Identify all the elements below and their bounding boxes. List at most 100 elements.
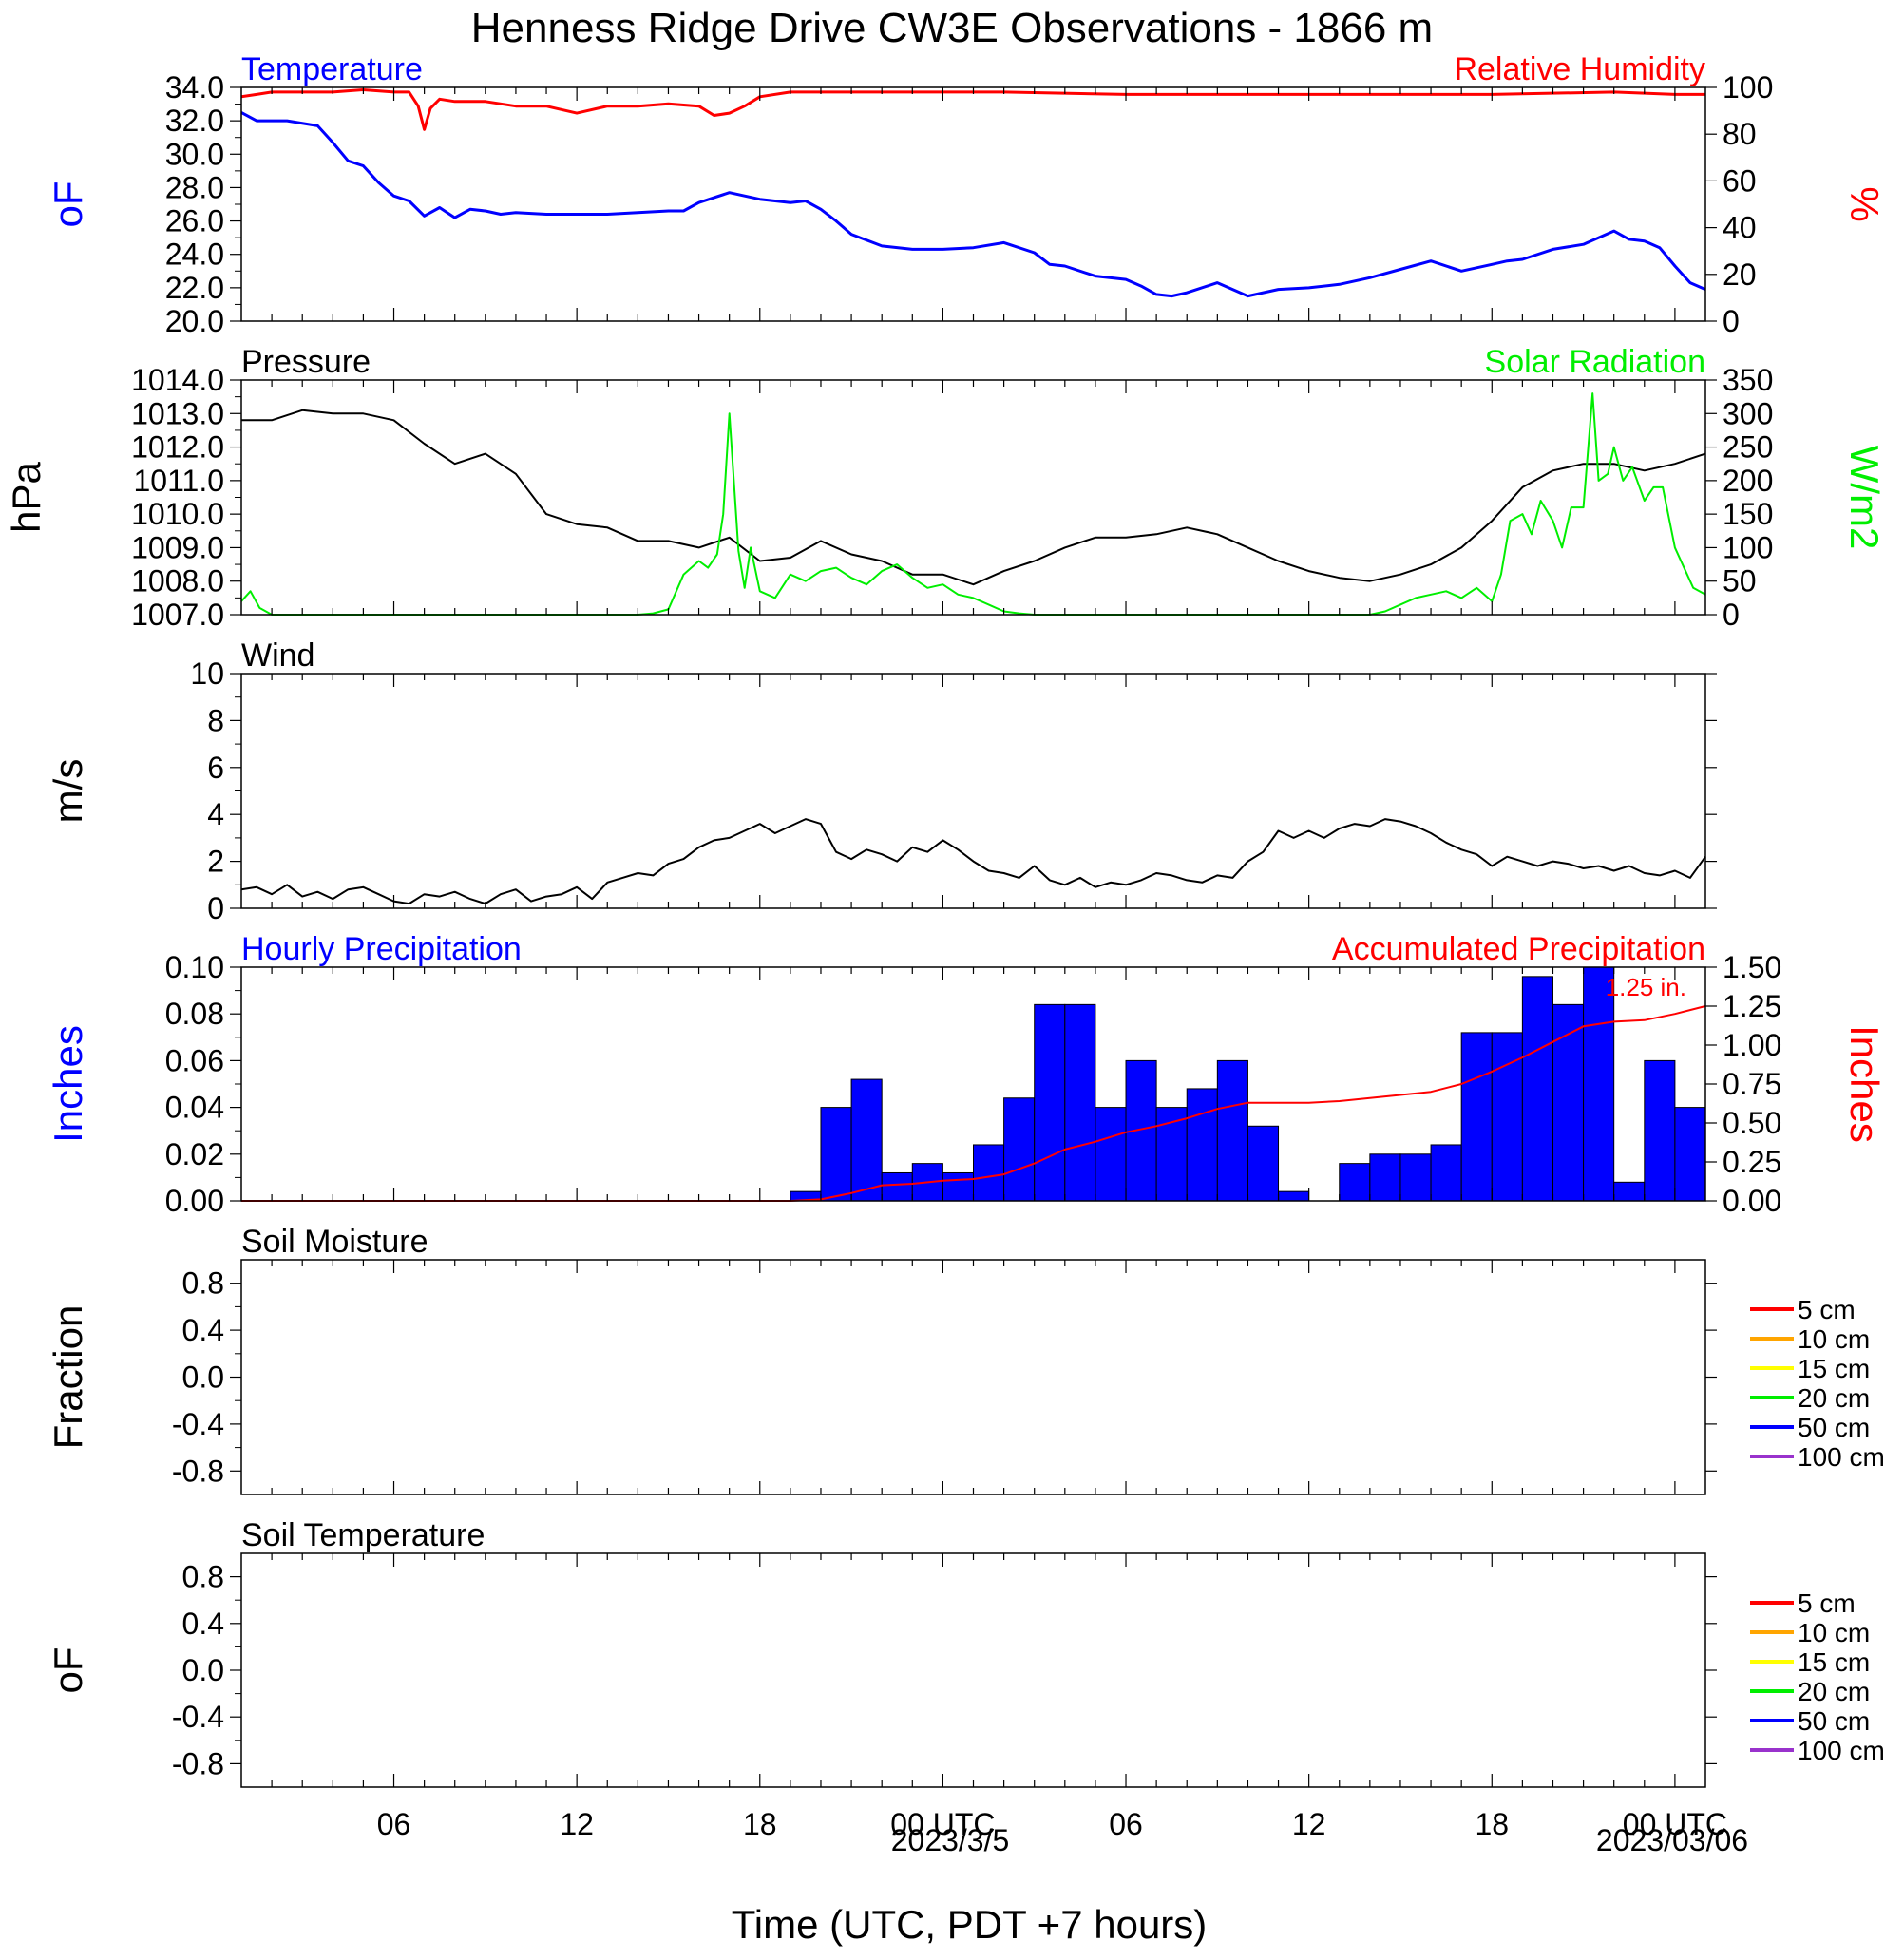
y-tick-label: 60: [1723, 163, 1757, 198]
precip-bar: [1613, 1181, 1646, 1202]
panel-title: Temperature: [241, 51, 423, 87]
y-tick-label: 0.4: [182, 1607, 224, 1641]
legend-label: 20 cm: [1798, 1677, 1870, 1706]
precip-bar: [1064, 1003, 1096, 1202]
y-tick-label: 0.04: [165, 1091, 224, 1125]
panel-frame: [240, 379, 1706, 616]
legend-label: 10 cm: [1798, 1324, 1870, 1354]
y-tick-label: 250: [1723, 430, 1773, 465]
y-tick-label: 0.50: [1723, 1106, 1781, 1140]
panel-title: Soil Temperature: [241, 1517, 485, 1553]
precip-bar: [1491, 1032, 1523, 1202]
y-tick-label: 20: [1723, 257, 1757, 292]
panel-3: 0 2 4 6 8 10 Wind m/s: [46, 637, 1717, 925]
legend-label: 100 cm: [1798, 1736, 1885, 1765]
precip-bar: [1339, 1163, 1371, 1202]
panel-title: Wind: [241, 637, 314, 674]
y-tick-label: -0.4: [172, 1700, 224, 1734]
precip-bar: [1644, 1059, 1676, 1202]
x-axis-label: Time (UTC, PDT +7 hours): [732, 1902, 1208, 1947]
y-tick-label: 50: [1723, 564, 1757, 599]
y-tick-label: 0.10: [165, 950, 224, 984]
y-tick-label: 20.0: [165, 304, 224, 338]
x-tick-label: 12: [560, 1807, 594, 1841]
precip-bar: [1552, 1003, 1585, 1202]
y-tick-label: 1014.0: [131, 363, 224, 397]
y-tick-label: 1.00: [1723, 1028, 1781, 1062]
pressure-line: [241, 409, 1706, 586]
y-axis-label: oF: [46, 181, 90, 227]
panel-title: Soil Moisture: [241, 1224, 428, 1260]
y-tick-label: 6: [207, 751, 224, 785]
precip-bar: [1278, 1190, 1310, 1202]
y-axis-label: hPa: [4, 461, 48, 532]
y-tick-label: 0: [1723, 304, 1740, 338]
y-axis-label: Inches: [1842, 1025, 1887, 1143]
y-axis-label: %: [1842, 186, 1887, 221]
legend-label: 5 cm: [1798, 1589, 1856, 1618]
precip-bar: [850, 1078, 883, 1202]
y-tick-label: 26.0: [165, 204, 224, 238]
y-tick-label: 1.50: [1723, 950, 1781, 984]
panel-title: Relative Humidity: [1454, 51, 1705, 87]
legend-label: 15 cm: [1798, 1647, 1870, 1677]
y-tick-label: 350: [1723, 363, 1773, 397]
panel-1: 20.022.024.026.028.030.032.034.0 0 20 40 60 8…: [46, 51, 1887, 338]
y-tick-label: 1008.0: [131, 564, 224, 599]
y-tick-label: 40: [1723, 211, 1757, 245]
y-tick-label: 80: [1723, 117, 1757, 151]
precip-bar: [1003, 1097, 1036, 1202]
y-tick-label: 0.8: [182, 1560, 224, 1594]
x-tick-label: 18: [743, 1807, 777, 1841]
y-axis-label: W/m2: [1842, 446, 1887, 550]
y-tick-label: 0.4: [182, 1313, 224, 1347]
y-tick-label: 0: [1723, 598, 1740, 632]
x-date-label: 2023/03/06: [1596, 1823, 1748, 1857]
panel-5: -0.8 -0.4 0.0 0.4 0.8 Soil Moisture Fraction 5 …: [46, 1224, 1885, 1495]
solar-radiation-line: [240, 392, 1706, 616]
panel-title: Hourly Precipitation: [241, 931, 522, 967]
y-tick-label: 1012.0: [131, 430, 224, 465]
y-tick-label: 0.02: [165, 1137, 224, 1171]
y-tick-label: 0.0: [182, 1653, 224, 1687]
panel-frame: [240, 1259, 1706, 1495]
y-tick-label: 2: [207, 845, 224, 879]
panel-title: Pressure: [241, 344, 371, 380]
y-tick-label: 100: [1723, 530, 1773, 564]
x-tick-label: 18: [1475, 1807, 1509, 1841]
legend-label: 50 cm: [1798, 1413, 1870, 1442]
y-tick-label: 1007.0: [131, 598, 224, 632]
legend-label: 5 cm: [1798, 1295, 1856, 1324]
y-axis-label: m/s: [46, 759, 90, 824]
y-tick-label: 0.08: [165, 997, 224, 1031]
y-tick-label: 1013.0: [131, 396, 224, 430]
y-tick-label: 24.0: [165, 238, 224, 272]
y-tick-label: 0.00: [165, 1184, 224, 1218]
temperature-line: [240, 111, 1706, 298]
y-tick-label: 1.25: [1723, 989, 1781, 1023]
precip-bar: [1369, 1153, 1401, 1202]
y-tick-label: 8: [207, 703, 224, 737]
panel-frame: [240, 673, 1706, 909]
x-tick-label: 00 UTC: [1623, 1807, 1727, 1841]
precip-bar: [1583, 966, 1615, 1202]
legend-label: 10 cm: [1798, 1618, 1870, 1647]
x-tick-label: 00 UTC: [890, 1807, 995, 1841]
wind-speed-line: [240, 818, 1706, 905]
y-tick-label: 0.06: [165, 1043, 224, 1077]
y-tick-label: -0.8: [172, 1746, 224, 1780]
precip-bar: [1460, 1032, 1493, 1202]
x-date-label: 2023/3/5: [891, 1823, 1010, 1857]
y-tick-label: 1009.0: [131, 530, 224, 564]
y-tick-label: 22.0: [165, 271, 224, 305]
y-tick-label: 0: [207, 891, 224, 925]
y-tick-label: -0.4: [172, 1407, 224, 1441]
x-tick-label: 06: [1109, 1807, 1143, 1841]
y-tick-label: 0.00: [1723, 1184, 1781, 1218]
y-tick-label: 32.0: [165, 104, 224, 138]
legend-label: 20 cm: [1798, 1383, 1870, 1413]
legend-label: 15 cm: [1798, 1354, 1870, 1383]
precip-bar: [820, 1107, 852, 1202]
